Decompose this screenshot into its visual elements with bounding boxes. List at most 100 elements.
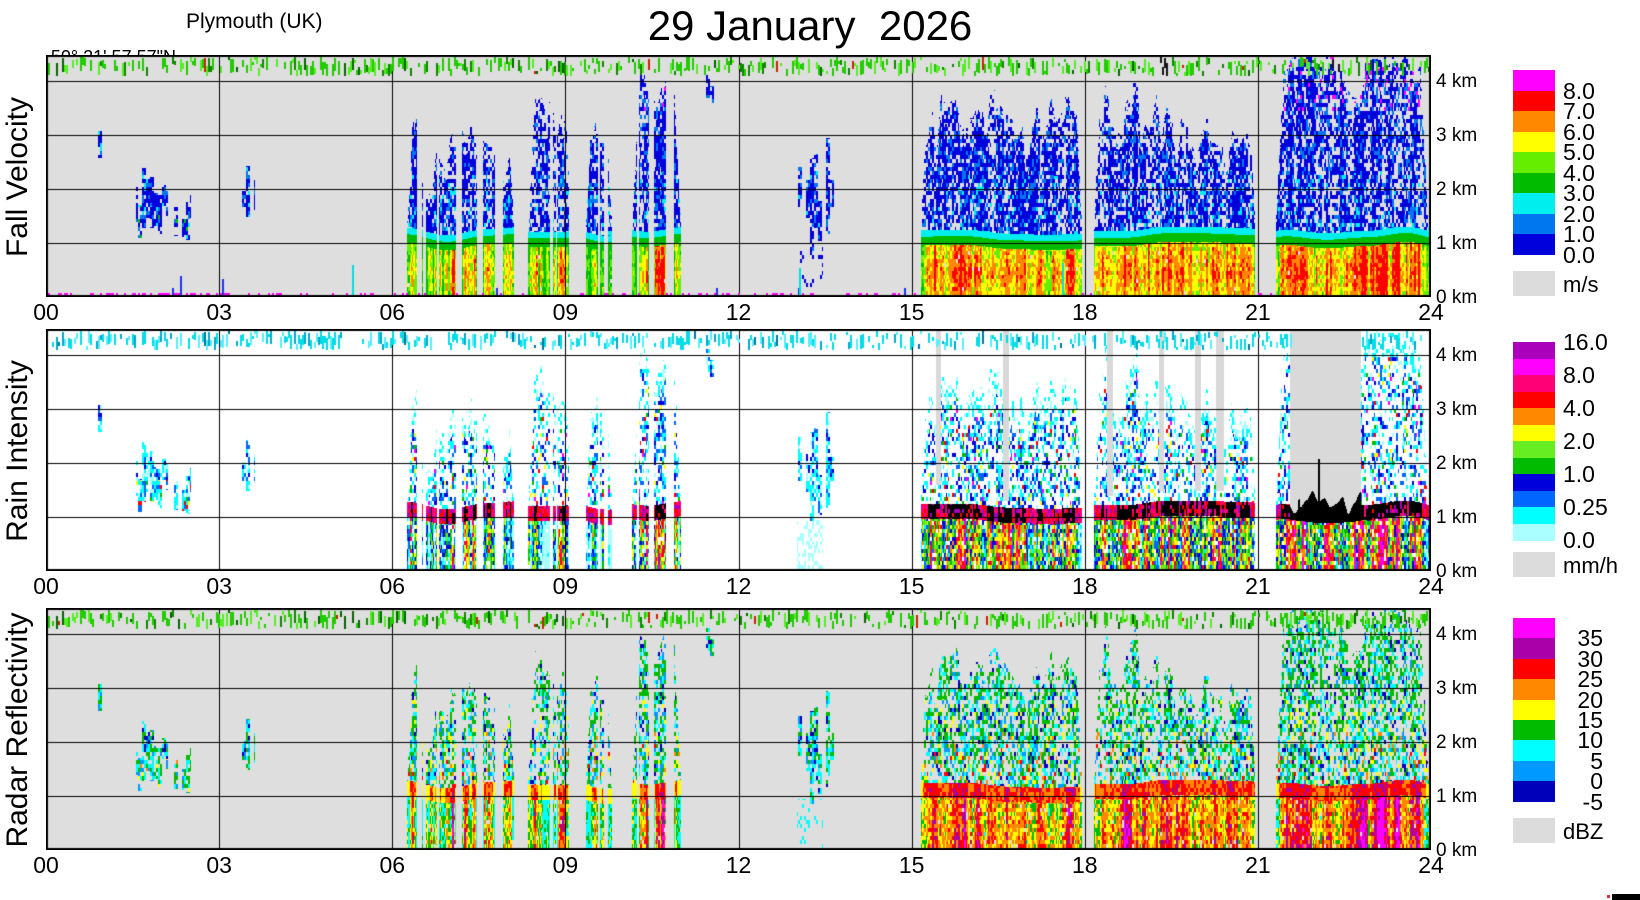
x-tick-label: 06 (379, 299, 406, 325)
x-tick-label: 03 (206, 299, 232, 325)
x-tick-label: 24 (1418, 573, 1444, 599)
radar-reflectivity-legend-swatch (1513, 618, 1555, 639)
rain-intensity-legend-swatch (1513, 391, 1555, 409)
radar-reflectivity-legend-label: 30 (1577, 645, 1603, 672)
fall-velocity-heatmap (46, 55, 1431, 297)
height-tick-label: 4 km (1436, 345, 1478, 366)
rain-intensity-legend-label: 1.0 (1563, 461, 1595, 487)
height-tick-label: 2 km (1436, 453, 1478, 474)
radar-reflectivity-heatmap (46, 608, 1431, 850)
x-tick-label: 15 (898, 299, 925, 325)
x-tick-label: 12 (725, 573, 752, 599)
rain-intensity-legend-label: 0.0 (1563, 527, 1595, 553)
fall-velocity-legend-swatch (1513, 213, 1555, 235)
height-tick-label: 4 km (1436, 71, 1478, 92)
radar-reflectivity-legend-label: 20 (1577, 686, 1603, 713)
fall-velocity-legend-label: 1.0 (1563, 221, 1595, 247)
radar-reflectivity-axis-title: Radar Reflectivity (1, 612, 34, 848)
rain-intensity-legend-swatch (1513, 408, 1555, 425)
x-tick-label: 06 (379, 573, 406, 599)
radar-reflectivity-legend-swatch (1513, 699, 1555, 721)
x-tick-label: 09 (552, 299, 579, 325)
fall-velocity-legend-label: 3.0 (1563, 180, 1595, 206)
rain-intensity-panel (46, 329, 1431, 571)
date-title: 29 January 2026 (647, 2, 973, 49)
fall-velocity-legend-swatch (1513, 131, 1555, 153)
radar-reflectivity-legend-swatch (1513, 658, 1555, 680)
fall-velocity-legend-label: 0.0 (1563, 241, 1595, 268)
rain-intensity-legend-swatch (1513, 342, 1555, 359)
rain-intensity-legend-swatch (1513, 507, 1555, 524)
rain-intensity-legend-nodata-swatch (1513, 552, 1555, 577)
radar-reflectivity-legend-label: 5 (1590, 747, 1603, 774)
fall-velocity-axis-title: Fall Velocity (1, 96, 34, 258)
radar-reflectivity-legend-swatch (1513, 638, 1555, 660)
rain-intensity-legend-unit: mm/h (1563, 553, 1618, 578)
height-tick-label: 3 km (1436, 399, 1478, 420)
height-tick-label: 0 km (1436, 840, 1478, 861)
radar-reflectivity-legend-swatch (1513, 740, 1555, 762)
fall-velocity-legend-swatch (1513, 193, 1555, 214)
rain-intensity-legend-swatch (1513, 375, 1555, 392)
fall-velocity-legend-swatch (1513, 111, 1555, 132)
x-tick-label: 00 (33, 852, 59, 878)
x-tick-label: 00 (33, 299, 59, 325)
x-tick-label: 21 (1245, 852, 1271, 878)
fall-velocity-legend-swatch (1513, 90, 1555, 112)
radar-reflectivity-legend-label: 35 (1577, 625, 1603, 652)
rain-intensity-legend-swatch (1513, 523, 1555, 541)
rain-intensity-heatmap (46, 329, 1431, 571)
height-tick-label: 0 km (1436, 561, 1478, 582)
fall-velocity-legend-nodata-swatch (1513, 271, 1555, 296)
x-tick-label: 24 (1418, 852, 1444, 878)
rain-intensity-legend-label: 0.25 (1563, 494, 1608, 520)
x-tick-label: 03 (206, 573, 232, 599)
fall-velocity-legend-swatch (1513, 70, 1555, 91)
fall-velocity-panel (46, 55, 1431, 297)
fall-velocity-legend-label: 8.0 (1563, 77, 1595, 104)
fall-velocity-legend-label: 6.0 (1563, 118, 1595, 145)
rain-intensity-legend-label: 2.0 (1563, 428, 1595, 454)
fall-velocity-legend-label: 2.0 (1563, 200, 1595, 227)
radar-reflectivity-legend-swatch (1513, 720, 1555, 741)
x-tick-label: 00 (33, 573, 59, 599)
rain-intensity-legend-label: 8.0 (1563, 362, 1595, 388)
corner-artifact (1612, 894, 1640, 900)
x-tick-label: 06 (379, 852, 406, 878)
height-tick-label: 4 km (1436, 624, 1478, 645)
radar-reflectivity-legend-unit: dBZ (1563, 819, 1604, 844)
x-tick-label: 15 (898, 573, 925, 599)
rain-intensity-legend-label: 4.0 (1563, 395, 1595, 421)
radar-reflectivity-panel (46, 608, 1431, 850)
rain-intensity-legend-swatch (1513, 474, 1555, 491)
height-tick-label: 2 km (1436, 179, 1478, 200)
corner-speck (1607, 895, 1610, 898)
height-tick-label: 3 km (1436, 125, 1478, 146)
x-tick-label: 12 (725, 299, 752, 325)
x-tick-label: 12 (725, 852, 752, 878)
height-tick-label: 2 km (1436, 732, 1478, 753)
x-tick-label: 03 (206, 852, 232, 878)
fall-velocity-legend-unit: m/s (1563, 272, 1599, 297)
radar-reflectivity-legend-label: 10 (1577, 727, 1603, 754)
rain-intensity-legend-label: 16.0 (1563, 329, 1608, 355)
x-tick-label: 21 (1245, 573, 1271, 599)
x-tick-label: 09 (552, 573, 579, 599)
radar-reflectivity-legend-label: 0 (1590, 768, 1603, 795)
fall-velocity-legend-swatch (1513, 152, 1555, 173)
x-tick-label: 15 (898, 852, 925, 878)
height-tick-label: 0 km (1436, 287, 1478, 308)
radar-reflectivity-legend-swatch (1513, 679, 1555, 701)
station-name: Plymouth (UK) (186, 10, 323, 33)
rain-intensity-legend-swatch (1513, 358, 1555, 376)
x-tick-label: 21 (1245, 299, 1271, 325)
height-tick-label: 3 km (1436, 678, 1478, 699)
x-tick-label: 18 (1071, 852, 1098, 878)
x-tick-label: 09 (552, 852, 579, 878)
x-tick-label: 24 (1418, 299, 1444, 325)
height-tick-label: 1 km (1436, 507, 1478, 528)
rain-intensity-legend-swatch (1513, 490, 1555, 508)
rain-intensity-legend-swatch (1513, 457, 1555, 475)
radar-reflectivity-legend-label: -5 (1582, 788, 1603, 815)
